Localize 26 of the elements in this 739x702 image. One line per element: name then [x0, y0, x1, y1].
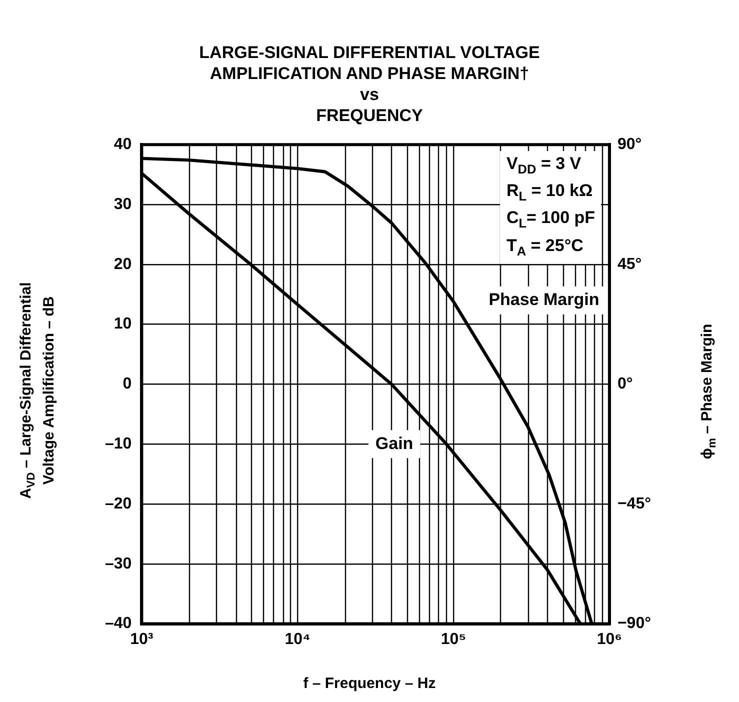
y-tick-label: 20 [114, 256, 132, 273]
x-tick-label: 10⁴ [284, 630, 311, 648]
y-tick-label: 40 [114, 136, 132, 154]
y2-tick-label: 45° [617, 256, 642, 273]
y2-tick-label: 90° [617, 136, 642, 154]
y-tick-label: –40 [104, 615, 132, 632]
y-tick-label: –20 [104, 495, 132, 512]
annotation: R$_{L}$ = 10 kΩ [506, 180, 593, 204]
y2-tick-label: −45° [617, 495, 652, 512]
annotation: V$_{DD}$ = 3 V [506, 154, 582, 176]
x-tick-label: 10⁶ [596, 630, 622, 648]
y-tick-label: –30 [104, 555, 132, 572]
series-label: Phase Margin [488, 290, 600, 310]
y2-tick-label: 0° [617, 376, 633, 393]
y-tick-label: –10 [104, 436, 132, 453]
chart-title: LARGE-SIGNAL DIFFERENTIAL VOLTAGE AMPLIFICATION AND PHASE MARGIN† vs FREQUENCY [198, 42, 541, 126]
y2-tick-label: −90° [617, 615, 652, 632]
series-label: Gain [375, 434, 414, 453]
annotation: C$_{L}$= 100 pF [506, 208, 596, 231]
x-axis-title: f – Frequency – Hz [302, 675, 437, 692]
y-tick-label: 30 [114, 196, 132, 213]
x-tick-label: 10³ [130, 630, 154, 648]
y-tick-label: 0 [122, 376, 132, 393]
annotation: T$_{A}$ = 25°C [506, 236, 584, 258]
y-tick-label: 10 [114, 316, 132, 333]
x-tick-label: 10⁵ [440, 630, 466, 648]
